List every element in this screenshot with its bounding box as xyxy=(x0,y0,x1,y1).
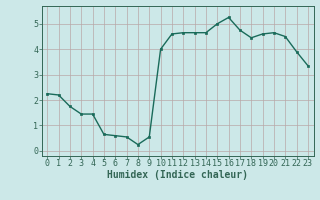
X-axis label: Humidex (Indice chaleur): Humidex (Indice chaleur) xyxy=(107,170,248,180)
